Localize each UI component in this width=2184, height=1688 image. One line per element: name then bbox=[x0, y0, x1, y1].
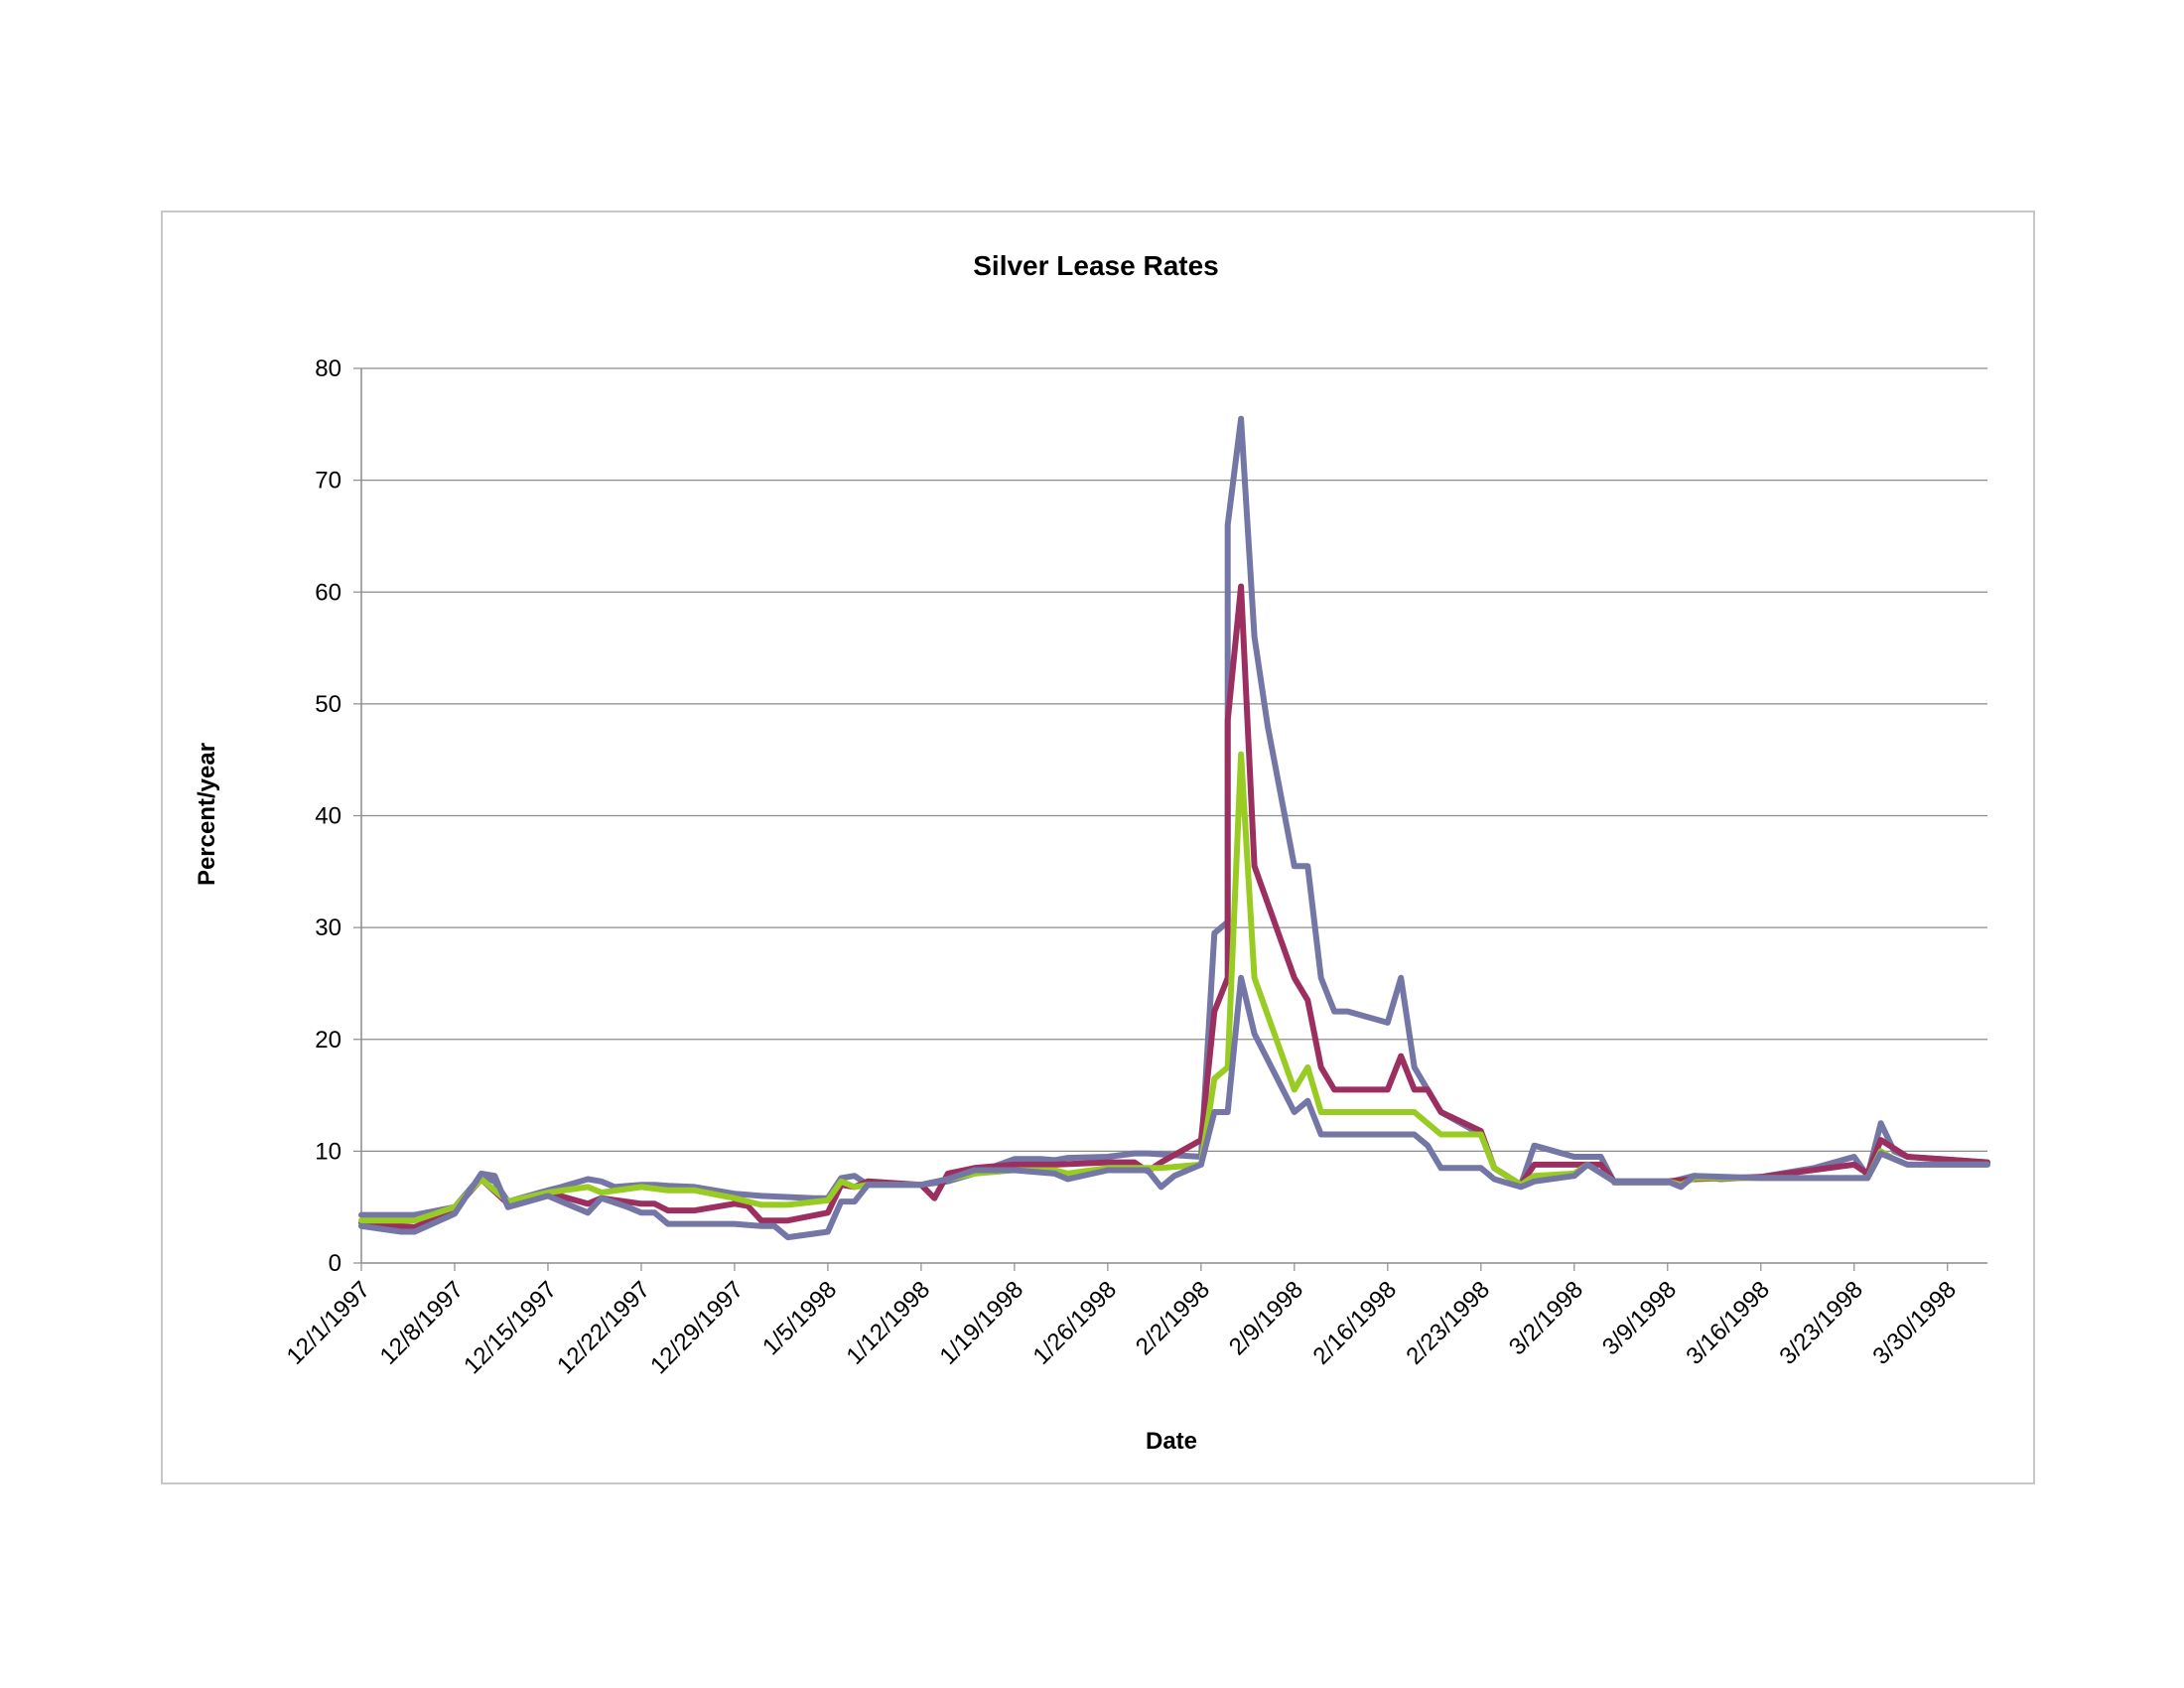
x-tick-label: 3/9/1998 bbox=[1597, 1276, 1682, 1360]
chart-title: Silver Lease Rates bbox=[973, 250, 1219, 281]
y-tick-labels: 0 10 20 30 40 50 60 70 80 bbox=[315, 355, 341, 1277]
x-tick-label: 1/5/1998 bbox=[757, 1276, 842, 1360]
y-tick-label: 30 bbox=[315, 914, 341, 941]
y-tick-label: 60 bbox=[315, 579, 341, 606]
x-tick-label: 3/2/1998 bbox=[1504, 1276, 1588, 1360]
grid-lines bbox=[353, 367, 1987, 1264]
y-tick-label: 20 bbox=[315, 1027, 341, 1054]
y-tick-label: 80 bbox=[315, 355, 341, 382]
x-tick-label: 3/23/1998 bbox=[1774, 1276, 1868, 1370]
x-tick-label: 1/19/1998 bbox=[935, 1276, 1029, 1370]
y-tick-label: 40 bbox=[315, 803, 341, 830]
y-tick-label: 10 bbox=[315, 1138, 341, 1165]
x-tick-label: 12/1/1997 bbox=[282, 1276, 376, 1370]
axes bbox=[360, 368, 1987, 1271]
series-line-4 bbox=[358, 974, 1990, 1241]
x-tick-label: 12/15/1997 bbox=[459, 1276, 562, 1379]
y-tick-label: 50 bbox=[315, 691, 341, 718]
x-tick-label: 12/8/1997 bbox=[375, 1276, 470, 1370]
x-axis-title: Date bbox=[1146, 1428, 1197, 1455]
x-tick-label: 2/23/1998 bbox=[1401, 1276, 1495, 1370]
x-tick-label: 1/12/1998 bbox=[842, 1276, 936, 1370]
x-tick-label: 12/22/1997 bbox=[552, 1276, 655, 1379]
x-tick-label: 12/29/1997 bbox=[645, 1276, 749, 1379]
series-lines bbox=[358, 415, 1990, 1241]
x-tick-label: 2/16/1998 bbox=[1307, 1276, 1402, 1370]
series-line-2 bbox=[358, 583, 1990, 1230]
y-tick-label: 0 bbox=[329, 1250, 341, 1277]
x-tick-label: 2/9/1998 bbox=[1224, 1276, 1308, 1360]
x-tick-label: 3/16/1998 bbox=[1681, 1276, 1775, 1370]
x-tick-label: 3/30/1998 bbox=[1867, 1276, 1962, 1370]
x-tick-labels: 12/1/1997 12/8/199712/15/199712/22/199712… bbox=[282, 1276, 1962, 1379]
series-line-1 bbox=[358, 415, 1990, 1218]
x-tick-label: 2/2/1998 bbox=[1131, 1276, 1215, 1360]
chart-frame bbox=[161, 211, 2035, 1484]
y-tick-label: 70 bbox=[315, 468, 341, 494]
series-line-3 bbox=[358, 751, 1990, 1224]
x-tick-label: 1/26/1998 bbox=[1028, 1276, 1123, 1370]
y-axis-title: Percent/year bbox=[194, 743, 220, 886]
